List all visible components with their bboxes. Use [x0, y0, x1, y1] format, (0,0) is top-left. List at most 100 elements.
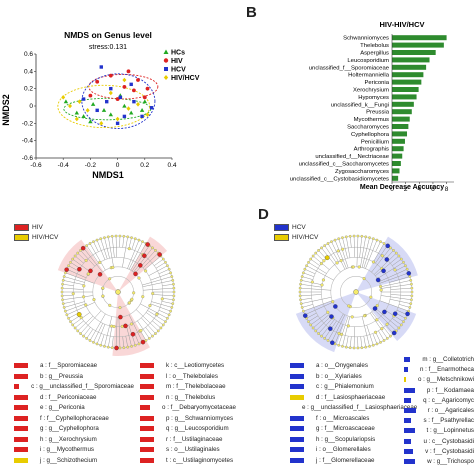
leaf-node	[410, 298, 413, 302]
leaf-node	[323, 337, 327, 340]
legend-swatch	[274, 233, 289, 241]
root-node	[353, 289, 359, 295]
biomarker-node	[64, 267, 69, 272]
category-label: Hypomyces	[358, 95, 389, 101]
taxon-label: v : f__Cystobasidi	[425, 447, 474, 455]
taxon-label: b : o__Xylariales	[316, 372, 362, 380]
inner-node	[139, 328, 143, 333]
leaf-node	[172, 282, 175, 286]
data-point	[136, 101, 140, 107]
legend-item: HIV	[14, 222, 58, 232]
leaf-node	[161, 323, 165, 327]
clade-highlight	[356, 292, 417, 342]
y-tick-label: 0.2	[24, 86, 33, 93]
inner-node	[129, 322, 134, 326]
legend-label: HIV	[32, 223, 43, 231]
leaf-node	[379, 340, 382, 344]
branch	[143, 287, 174, 291]
leaf-node	[95, 342, 99, 346]
x-tick-label: 0.4	[167, 162, 176, 169]
confidence-ellipse	[81, 73, 156, 129]
branch	[373, 243, 385, 263]
data-point	[132, 99, 136, 104]
branch	[324, 245, 337, 264]
leaf-node	[368, 344, 371, 348]
branch	[327, 243, 339, 263]
inner-node	[341, 247, 345, 251]
taxon-swatch	[404, 408, 416, 413]
biomarker-node	[138, 263, 143, 268]
branch	[390, 287, 412, 290]
taxon-swatch	[290, 415, 304, 421]
taxon-swatch	[14, 394, 28, 400]
leaf-node	[320, 334, 323, 338]
branch	[135, 309, 159, 332]
leaf-node	[172, 294, 176, 298]
biomarker-node	[384, 257, 390, 262]
branch	[346, 236, 351, 258]
leaf-node	[61, 279, 65, 282]
leaf-node	[147, 337, 151, 340]
leaf-node	[106, 235, 110, 239]
branch	[77, 252, 86, 262]
data-point	[122, 114, 127, 119]
leaf-node	[92, 340, 95, 344]
data-point	[122, 85, 127, 89]
leaf-node	[344, 235, 348, 239]
leaf-node	[161, 257, 165, 261]
inner-node	[151, 291, 155, 296]
branch	[144, 255, 162, 270]
taxon-swatch	[404, 387, 415, 393]
y-tick-label: 0.6	[24, 51, 33, 58]
taxon-key-item: j : f__Glomerellaceae	[290, 457, 400, 464]
bar	[392, 101, 414, 107]
taxon-key-item: u : c__Cystobasidi	[404, 438, 474, 445]
biomarker-node	[123, 323, 128, 329]
leaf-node	[64, 271, 67, 275]
leaf-node	[170, 306, 174, 309]
leaf-node	[389, 334, 392, 338]
branch	[125, 336, 128, 348]
leaf-node	[375, 342, 379, 346]
branch	[93, 241, 99, 252]
inner-node	[339, 259, 343, 263]
taxon-label: g : g__Cyphellophora	[40, 425, 99, 432]
category-label: Penicillium	[361, 139, 389, 145]
branch	[68, 265, 79, 272]
leaf-node	[103, 236, 106, 240]
leaf-node	[399, 323, 403, 327]
leaf-node	[314, 329, 318, 333]
taxon-label: s : o__Ustilaginales	[166, 446, 220, 453]
y-tick-label: -0.6	[22, 155, 34, 162]
leaf-node	[171, 302, 175, 305]
x-tick-label: 0.2	[140, 162, 149, 169]
taxon-key-item: n : g__Thelebolus	[140, 394, 236, 401]
taxon-key-item: a : f__Sporomiaceae	[14, 362, 134, 369]
leaf-node	[169, 271, 172, 275]
data-point	[95, 79, 100, 84]
leaf-node	[320, 246, 323, 250]
branch	[66, 302, 96, 316]
legend-label: HIV/HCV	[171, 75, 200, 82]
taxon-label: r : o__Agaricales	[427, 407, 474, 414]
branch	[104, 237, 110, 259]
biomarker-node	[80, 245, 86, 251]
biomarker-node	[405, 311, 410, 317]
data-point	[88, 119, 93, 124]
leaf-node	[61, 302, 65, 305]
branch	[312, 314, 330, 329]
inner-node	[321, 278, 325, 282]
inner-node	[347, 304, 351, 308]
branch	[134, 250, 156, 274]
branch	[398, 304, 410, 308]
leaf-node	[99, 237, 103, 241]
taxon-label: t : c__Ustilaginomycetes	[166, 456, 234, 464]
branch	[375, 332, 381, 343]
bar	[392, 138, 405, 144]
branch	[371, 247, 391, 273]
cladogram-c	[57, 234, 176, 356]
leaf-node	[172, 286, 176, 290]
leaf-node	[299, 302, 303, 305]
taxon-swatch	[290, 447, 304, 452]
data-point	[108, 112, 113, 117]
